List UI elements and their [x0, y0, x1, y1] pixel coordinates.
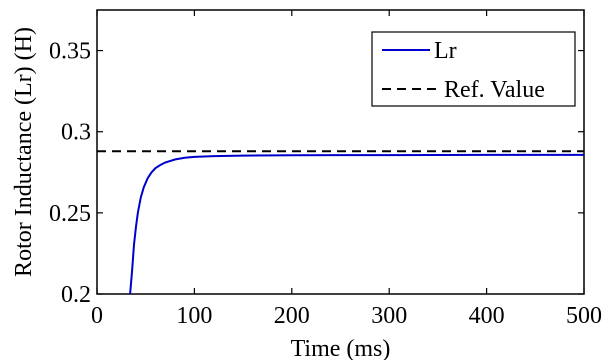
y-axis-ticks: 0.2 0.25 0.3 0.35: [49, 39, 584, 308]
y-tick-label: 0.3: [61, 120, 91, 146]
x-tick-label: 200: [274, 303, 310, 329]
x-axis-label: Time (ms): [291, 336, 391, 360]
y-tick-label: 0.35: [49, 39, 91, 65]
legend: Lr Ref. Value: [371, 31, 576, 107]
legend-label-lr: Lr: [434, 38, 457, 64]
y-tick-label: 0.2: [61, 282, 91, 308]
x-tick-label: 100: [176, 303, 212, 329]
series-layer: [97, 150, 584, 295]
x-tick-label: 500: [566, 303, 602, 329]
y-tick-label: 0.25: [49, 201, 91, 227]
legend-box: [371, 31, 576, 107]
y-axis-label: Rotor Inductance (Lr) (H): [11, 27, 37, 277]
x-tick-label: 300: [371, 303, 407, 329]
series-line-lr: [129, 153, 584, 295]
x-tick-label: 400: [469, 303, 505, 329]
legend-label-ref: Ref. Value: [444, 77, 545, 103]
x-axis-ticks: 0 100 200 300 400 500: [91, 10, 602, 329]
x-tick-label: 0: [91, 303, 103, 329]
